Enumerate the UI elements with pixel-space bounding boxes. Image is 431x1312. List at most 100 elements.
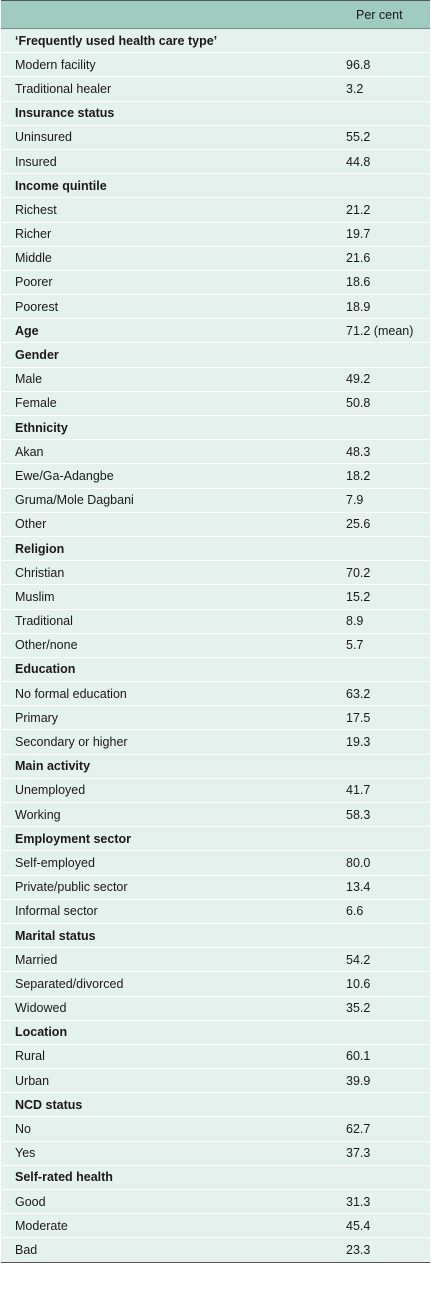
section-heading-label: NCD status: [15, 1097, 83, 1112]
row-percent-value: 31.3: [346, 1194, 371, 1209]
row-percent-value: 41.7: [346, 783, 371, 798]
table-row: Richest 21.2: [1, 198, 430, 223]
header-percent-cell: Per cent: [356, 7, 403, 22]
row-percent-value: 55.2: [346, 130, 371, 145]
table-row: Separated/divorced 10.6: [1, 972, 430, 997]
section-heading-label: Religion: [15, 541, 65, 556]
row-percent-value: 71.2 (mean): [346, 323, 414, 338]
row-label: Widowed: [15, 1001, 67, 1016]
row-percent-value: 5.7: [346, 638, 364, 653]
row-percent-value: 19.7: [346, 227, 371, 242]
row-label: Yes: [15, 1146, 36, 1161]
row-percent-value: 6.6: [346, 904, 364, 919]
row-percent-value: 8.9: [346, 614, 364, 629]
table-row: Uninsured 55.2: [1, 125, 430, 150]
row-label: Modern facility: [15, 57, 96, 72]
table-row: Rural 60.1: [1, 1044, 430, 1070]
section-heading-row: ‘Frequently used health care type’: [1, 29, 430, 54]
row-percent-value: 23.3: [346, 1242, 371, 1257]
section-heading-row: Employment sector: [1, 827, 430, 852]
row-label: No: [15, 1122, 31, 1137]
table-row: Insured 44.8: [1, 149, 430, 175]
section-heading-row: Marital status: [1, 923, 430, 949]
table-row: Traditional healer 3.2: [1, 77, 430, 102]
row-label: Working: [15, 807, 61, 822]
section-heading-row: Age 71.2 (mean): [1, 319, 430, 344]
row-label: Self-employed: [15, 855, 95, 870]
row-percent-value: 21.6: [346, 251, 371, 266]
section-heading-row: Income quintile: [1, 174, 430, 199]
row-percent-value: 45.4: [346, 1218, 371, 1233]
row-percent-value: 21.2: [346, 202, 371, 217]
row-label: Richest: [15, 202, 57, 217]
row-percent-value: 60.1: [346, 1049, 371, 1064]
table-row: No formal education 63.2: [1, 682, 430, 707]
table-row: Widowed 35.2: [1, 996, 430, 1021]
row-percent-value: 19.3: [346, 735, 371, 750]
row-percent-value: 17.5: [346, 710, 371, 725]
row-percent-value: 3.2: [346, 81, 364, 96]
row-label: Gruma/Mole Dagbani: [15, 493, 134, 508]
section-heading-label: Income quintile: [15, 178, 107, 193]
row-label: Akan: [15, 444, 44, 459]
row-label: Traditional: [15, 614, 73, 629]
row-percent-value: 39.9: [346, 1073, 371, 1088]
row-percent-value: 13.4: [346, 880, 371, 895]
table-row: Private/public sector 13.4: [1, 875, 430, 900]
section-heading-label: ‘Frequently used health care type’: [15, 33, 218, 48]
table-row: Bad 23.3: [1, 1238, 430, 1263]
table-row: Urban 39.9: [1, 1069, 430, 1094]
row-percent-value: 37.3: [346, 1146, 371, 1161]
table-row: Christian 70.2: [1, 561, 430, 586]
section-heading-label: Main activity: [15, 759, 91, 774]
table-row: Other/none 5.7: [1, 633, 430, 658]
row-label: Moderate: [15, 1218, 68, 1233]
row-label: No formal education: [15, 686, 127, 701]
row-percent-value: 50.8: [346, 396, 371, 411]
row-percent-value: 7.9: [346, 493, 364, 508]
section-heading-label: Employment sector: [15, 831, 132, 846]
table-row: Working 58.3: [1, 803, 430, 828]
row-percent-value: 25.6: [346, 517, 371, 532]
row-label: Married: [15, 952, 58, 967]
row-percent-value: 18.9: [346, 299, 371, 314]
row-label: Uninsured: [15, 130, 72, 145]
row-label: Insured: [15, 154, 57, 169]
row-label: Primary: [15, 710, 59, 725]
row-label: Female: [15, 396, 57, 411]
table-row: Male 49.2: [1, 367, 430, 392]
row-percent-value: 62.7: [346, 1122, 371, 1137]
row-label: Middle: [15, 251, 52, 266]
section-heading-row: Insurance status: [1, 101, 430, 126]
section-heading-row: Ethnicity: [1, 416, 430, 441]
section-heading-label: Insurance status: [15, 106, 115, 121]
table-row: Moderate 45.4: [1, 1214, 430, 1239]
row-percent-value: 35.2: [346, 1001, 371, 1016]
table-header-row: Per cent: [1, 1, 430, 29]
row-label: Unemployed: [15, 783, 86, 798]
table-row: Informal sector 6.6: [1, 899, 430, 924]
row-percent-value: 18.2: [346, 468, 371, 483]
row-percent-value: 96.8: [346, 57, 371, 72]
table-row: Poorer 18.6: [1, 270, 430, 296]
row-percent-value: 18.6: [346, 275, 371, 290]
table-row: Poorest 18.9: [1, 295, 430, 320]
row-label: Urban: [15, 1073, 50, 1088]
row-label: Male: [15, 372, 43, 387]
row-label: Ewe/Ga-Adangbe: [15, 468, 114, 483]
section-heading-row: Self-rated health: [1, 1165, 430, 1190]
row-label: Traditional healer: [15, 81, 112, 96]
row-label: Rural: [15, 1049, 45, 1064]
table-row: Yes 37.3: [1, 1141, 430, 1166]
section-heading-label: Education: [15, 662, 76, 677]
table-row: Other 25.6: [1, 512, 430, 537]
data-table: Per cent ‘Frequently used health care ty…: [1, 0, 430, 1263]
row-percent-value: 49.2: [346, 372, 371, 387]
row-percent-value: 80.0: [346, 855, 371, 870]
section-heading-row: NCD status: [1, 1093, 430, 1118]
row-label: Other/none: [15, 638, 78, 653]
row-percent-value: 10.6: [346, 976, 371, 991]
section-heading-label: Self-rated health: [15, 1170, 113, 1185]
table-row: Akan 48.3: [1, 440, 430, 465]
row-label: Muslim: [15, 589, 55, 604]
